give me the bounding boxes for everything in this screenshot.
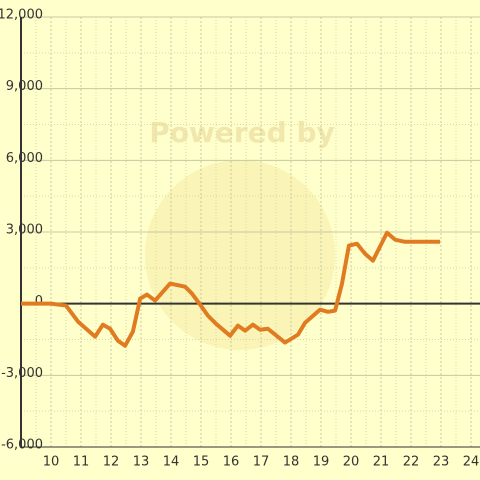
y-tick-label: -6,000 <box>1 438 43 453</box>
x-tick-label: 16 <box>223 455 240 470</box>
y-tick-label: 9,000 <box>6 79 43 94</box>
x-tick-label: 23 <box>433 455 450 470</box>
x-tick-label: 15 <box>193 455 210 470</box>
watermark: Powered by <box>149 116 335 149</box>
watermark-logo <box>145 160 335 350</box>
x-tick-label: 10 <box>43 455 60 470</box>
x-tick-label: 22 <box>403 455 420 470</box>
x-tick-label: 13 <box>133 455 150 470</box>
x-tick-label: 24 <box>463 455 480 470</box>
x-tick-label: 21 <box>373 455 390 470</box>
y-tick-label: 3,000 <box>6 223 43 238</box>
x-tick-label: 12 <box>103 455 120 470</box>
x-tick-label: 17 <box>253 455 270 470</box>
x-tick-label: 20 <box>343 455 360 470</box>
x-tick-label: 14 <box>163 455 180 470</box>
x-tick-label: 19 <box>313 455 330 470</box>
line <box>21 230 441 348</box>
y-tick-label: 12,000 <box>0 8 43 23</box>
x-tick-label: 18 <box>283 455 300 470</box>
x-tick-label: 11 <box>73 455 90 470</box>
y-tick-label: -3,000 <box>1 366 43 381</box>
y-tick-label: 6,000 <box>6 151 43 166</box>
